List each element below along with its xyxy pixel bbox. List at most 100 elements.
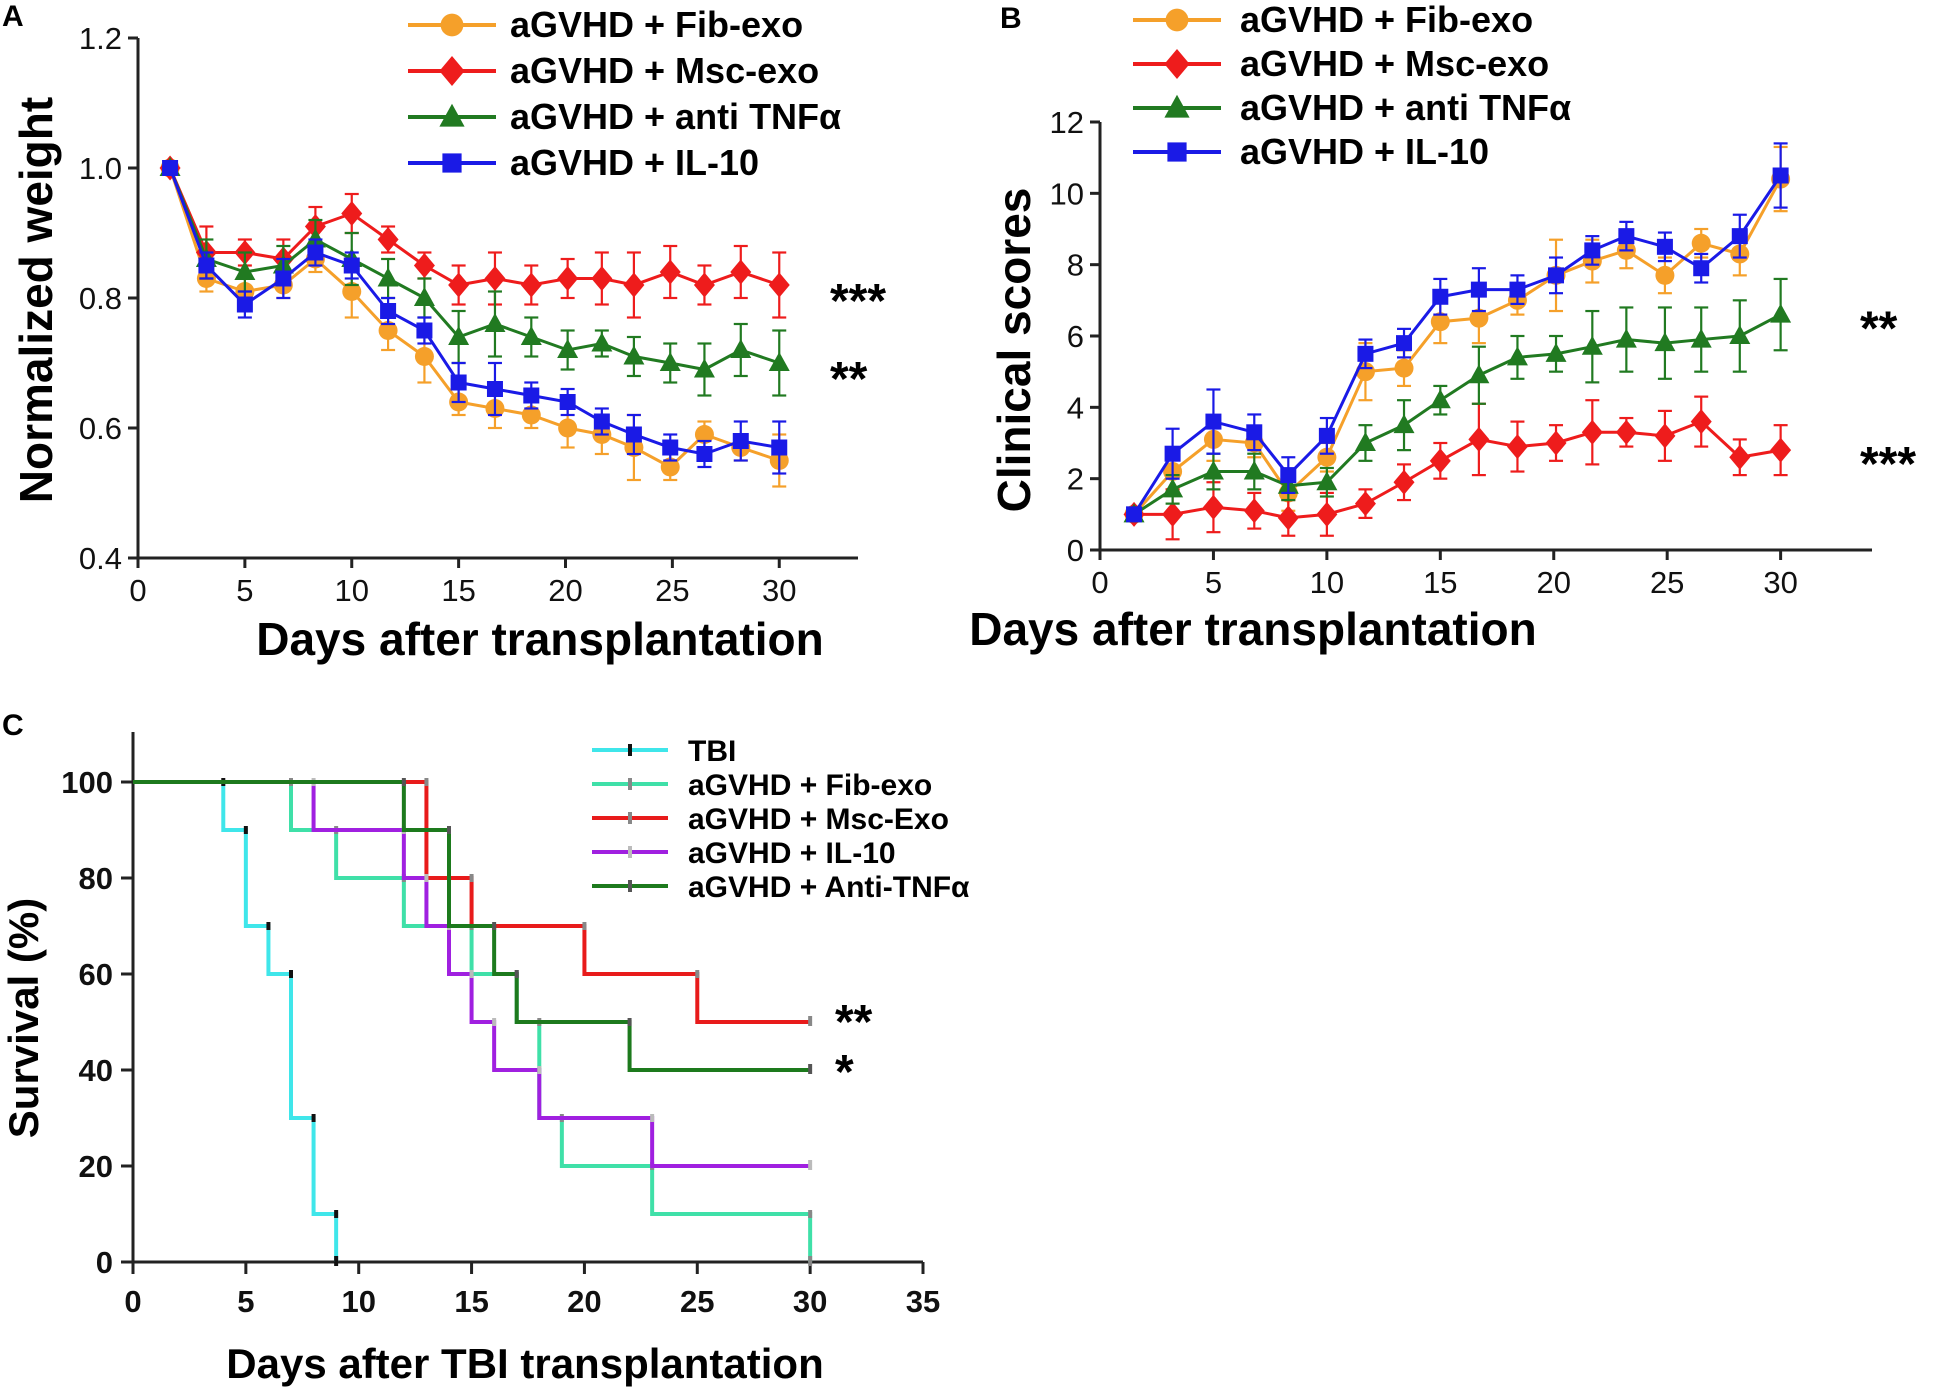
data-point xyxy=(520,272,542,298)
data-point xyxy=(448,272,470,298)
data-point xyxy=(380,303,397,319)
panel-a-ylabel: Normalized weight xyxy=(10,97,62,503)
data-point xyxy=(486,381,503,397)
data-point xyxy=(378,321,398,340)
data-point xyxy=(1202,494,1224,520)
data-point xyxy=(1246,424,1263,441)
data-point xyxy=(1654,332,1676,352)
data-point xyxy=(623,345,645,365)
x-tick-label: 25 xyxy=(680,1284,714,1319)
series-line xyxy=(168,167,780,287)
legend-item-agvhd-msc-exo: aGVHD + Msc-exo xyxy=(408,50,819,91)
data-point xyxy=(1690,409,1712,435)
data-point xyxy=(275,270,292,287)
data-point xyxy=(1729,325,1751,344)
legend-item-agvhd-fib-exo: aGVHD + Fib-exo xyxy=(592,769,932,802)
x-tick-label: 10 xyxy=(335,573,369,608)
y-tick-label: 12 xyxy=(1050,105,1084,140)
data-point xyxy=(343,257,360,274)
x-tick-label: 10 xyxy=(341,1284,375,1319)
panel-a-series xyxy=(159,155,790,488)
data-point xyxy=(484,266,506,291)
data-point xyxy=(1317,447,1337,467)
y-tick-label: 2 xyxy=(1067,462,1084,497)
series-line xyxy=(168,167,780,469)
legend-item-agvhd-anti-tnf: aGVHD + anti TNFα xyxy=(408,96,841,137)
y-tick-label: 0.6 xyxy=(79,411,122,446)
data-point xyxy=(1731,228,1748,245)
panel-c-xlabel: Days after TBI transplantation xyxy=(226,1340,823,1387)
legend-marker xyxy=(1165,8,1189,32)
panel-b-xlabel: Days after transplantation xyxy=(969,603,1536,655)
data-point xyxy=(1506,434,1528,460)
y-tick-label: 20 xyxy=(79,1149,113,1184)
legend-label: aGVHD + Anti-TNFα xyxy=(688,871,970,904)
data-point xyxy=(1243,498,1265,524)
data-point xyxy=(696,446,713,462)
x-tick-label: 15 xyxy=(441,573,475,608)
panel-a-legend: aGVHD + Fib-exo aGVHD + Msc-exo aGVHD + an… xyxy=(408,4,841,183)
data-point xyxy=(234,261,256,280)
data-point xyxy=(236,296,253,313)
series-agvhd-anti-tnf xyxy=(1123,277,1792,523)
significance-marker: *** xyxy=(830,275,886,328)
panel-b-label: B xyxy=(1000,2,1022,35)
panel-c-label: C xyxy=(2,709,24,742)
y-tick-label: 0 xyxy=(96,1245,113,1280)
legend-item-agvhd-fib-exo: aGVHD + Fib-exo xyxy=(408,4,803,45)
data-point xyxy=(377,267,399,287)
survival-curve xyxy=(133,780,811,1072)
data-point xyxy=(1429,389,1451,409)
data-point xyxy=(1430,312,1450,332)
y-tick-label: 40 xyxy=(79,1053,113,1088)
data-point xyxy=(1429,448,1451,474)
data-point xyxy=(1205,413,1222,430)
data-point xyxy=(771,439,788,456)
y-tick-label: 0 xyxy=(1067,533,1084,568)
data-point xyxy=(730,339,752,358)
panel-a-label: A xyxy=(2,0,24,33)
data-point xyxy=(1164,445,1181,462)
series-tbi xyxy=(133,778,339,1266)
data-point xyxy=(1509,281,1526,298)
data-point xyxy=(1354,432,1376,451)
x-tick-label: 5 xyxy=(236,573,253,608)
data-point xyxy=(660,457,680,477)
data-point xyxy=(557,266,579,291)
x-tick-label: 5 xyxy=(237,1284,254,1319)
x-tick-label: 15 xyxy=(454,1284,488,1319)
data-point xyxy=(1618,228,1635,245)
data-point xyxy=(593,413,610,430)
data-point xyxy=(1729,444,1751,470)
data-point xyxy=(1655,265,1675,285)
series-agvhd-fib-exo xyxy=(1124,145,1791,524)
legend-item-tbi: TBI xyxy=(592,735,736,768)
panel-a-xlabel: Days after transplantation xyxy=(256,613,823,665)
legend-label: aGVHD + Msc-exo xyxy=(510,50,819,91)
y-tick-label: 8 xyxy=(1067,248,1084,283)
x-tick-label: 20 xyxy=(567,1284,601,1319)
x-tick-label: 20 xyxy=(1537,565,1571,600)
legend-item-agvhd-il-10: aGVHD + IL-10 xyxy=(1133,131,1489,172)
data-point xyxy=(591,266,613,291)
data-point xyxy=(523,387,540,404)
data-point xyxy=(484,313,506,332)
legend-item-agvhd-il-10: aGVHD + IL-10 xyxy=(408,142,759,183)
legend-label: aGVHD + Fib-exo xyxy=(1240,0,1533,40)
series-agvhd-il-10 xyxy=(162,160,788,475)
data-point xyxy=(1506,346,1528,366)
legend-label: aGVHD + Fib-exo xyxy=(510,4,803,45)
series-agvhd-anti-tnf xyxy=(133,778,813,1074)
x-tick-label: 10 xyxy=(1310,565,1344,600)
legend-marker xyxy=(442,153,462,173)
data-point xyxy=(1615,328,1637,348)
data-point xyxy=(768,272,790,298)
data-point xyxy=(1469,308,1489,328)
data-point xyxy=(732,433,749,449)
y-tick-label: 4 xyxy=(1067,390,1084,425)
data-point xyxy=(1654,423,1676,449)
series-line xyxy=(1133,313,1782,516)
data-point xyxy=(1468,426,1490,452)
